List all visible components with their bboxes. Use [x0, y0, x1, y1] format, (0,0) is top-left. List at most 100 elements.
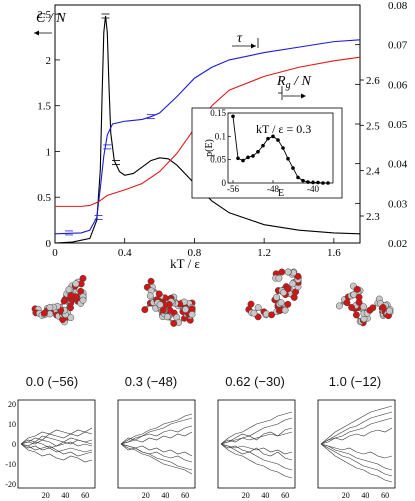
trajectory-line — [220, 411, 293, 445]
atom — [60, 297, 68, 305]
right-outer-tick-label: 0.06 — [388, 79, 408, 91]
right-inner-tick-label: 2.4 — [366, 166, 380, 178]
inset-point — [266, 136, 270, 141]
caption-panel-2: 0.3 (−48) — [124, 374, 178, 389]
inset-point — [281, 146, 285, 150]
trajectory-line — [320, 427, 393, 445]
atom — [343, 299, 351, 307]
trajectory-line — [220, 443, 293, 461]
trajectory-panels: 20 10 0 -10 -20 20 40 60 20 40 60 20 40 60 20 40 60 — [5, 399, 396, 500]
atom — [335, 302, 343, 310]
atom — [155, 290, 163, 298]
atom — [40, 309, 48, 317]
atom — [379, 304, 387, 311]
atom — [348, 304, 356, 311]
x-tick-label: 1.2 — [257, 247, 271, 259]
atom — [188, 311, 196, 318]
inset-point — [296, 175, 300, 180]
trajectory-line — [120, 413, 193, 445]
main-chart: 0 0.4 0.8 1.2 1.6 0 0.5 1 1.5 2 2.5 0.02 0.03 0.04 0.0… — [34, 0, 408, 271]
traj-y-tick-label: 0 — [12, 440, 16, 449]
atom — [281, 306, 289, 314]
atom — [289, 280, 297, 288]
atom — [254, 304, 262, 312]
inset-point — [276, 138, 280, 142]
inset-y-tick-label: 0.05 — [210, 155, 226, 165]
main-x-axis-label: kT / ε — [170, 256, 200, 271]
conformation-image-3 — [245, 268, 302, 321]
inset-point — [301, 178, 305, 183]
trajectory-line — [20, 439, 93, 449]
left-tick-label: 2 — [46, 55, 52, 67]
traj-x-tick-label: 40 — [61, 491, 69, 500]
inset-point — [316, 180, 320, 185]
right-outer-tick-label: 0.05 — [388, 119, 408, 131]
atom — [386, 307, 393, 315]
inset-y-tick-label: 0.15 — [210, 108, 226, 118]
traj-y-tick-label: 20 — [8, 400, 16, 409]
right-outer-tick-label: 0.03 — [388, 198, 408, 210]
svg-text:C / N: C / N — [36, 11, 66, 26]
x-tick-label: 0.8 — [188, 247, 202, 259]
inset-series — [231, 114, 330, 185]
c-over-n-label: C / N — [34, 11, 66, 36]
atom — [146, 292, 154, 300]
traj-x-tick-label: 60 — [181, 491, 189, 500]
atom — [273, 293, 280, 301]
left-tick-label: 1 — [46, 146, 52, 158]
right-outer-tick-label: 0.07 — [388, 40, 408, 52]
main-series — [54, 13, 361, 244]
atom — [369, 304, 377, 312]
atom — [353, 285, 361, 293]
atom — [67, 314, 75, 322]
trajectory-line — [20, 443, 93, 463]
trajectory-line — [220, 431, 293, 445]
inset-point — [251, 154, 255, 158]
right-outer-tick-label: 0.04 — [388, 159, 408, 171]
trajectory-line — [20, 427, 93, 445]
atom — [182, 305, 189, 313]
inset-point — [311, 180, 315, 185]
atom — [46, 303, 54, 311]
inset-point — [321, 181, 325, 185]
left-tick-label: 2.5 — [37, 9, 51, 21]
trajectory-line — [120, 425, 193, 445]
trajectory-line — [120, 443, 193, 475]
inset-y-tick-label: 0.1 — [215, 131, 226, 141]
svg-text:τ: τ — [237, 31, 243, 46]
left-tick-label: 0.5 — [37, 192, 51, 204]
trajectory-line — [220, 427, 293, 445]
inset-x-tick-label: -48 — [267, 184, 279, 194]
trajectory-line — [120, 443, 193, 457]
inset-point — [271, 134, 275, 139]
inset-point — [326, 181, 330, 185]
atom — [65, 286, 73, 294]
atom — [141, 306, 149, 314]
traj-x-tick-label: 20 — [242, 491, 250, 500]
series-line-0 — [54, 15, 361, 244]
trajectory-line — [320, 443, 393, 477]
trajectory-line — [120, 443, 193, 463]
conformation-image-4 — [335, 282, 394, 327]
conformation-images — [31, 268, 394, 327]
atom — [170, 319, 178, 327]
atom — [163, 313, 171, 321]
atom — [360, 303, 367, 311]
inset-point — [306, 180, 310, 184]
inset-point — [256, 149, 260, 154]
trajectory-line — [220, 443, 293, 455]
caption-panel-3: 0.62 (−30) — [225, 374, 285, 389]
inset-point — [241, 158, 245, 163]
caption-panel-4: 1.0 (−12) — [328, 374, 382, 389]
inset-point — [231, 114, 235, 119]
atom — [277, 299, 285, 307]
left-tick-label: 0 — [46, 238, 52, 250]
main-axis-ticks: 0 0.4 0.8 1.2 1.6 0 0.5 1 1.5 2 2.5 0.02 0.03 0.04 0.0… — [37, 0, 408, 259]
traj-x-tick-label: 40 — [361, 491, 369, 500]
trajectory-line — [320, 417, 393, 445]
traj-x-tick-label: 40 — [261, 491, 269, 500]
trajectory-line — [220, 443, 293, 471]
trajectory-line — [320, 443, 393, 471]
right-outer-tick-label: 0.08 — [388, 0, 408, 12]
inset-x-tick-label: -56 — [227, 184, 239, 194]
